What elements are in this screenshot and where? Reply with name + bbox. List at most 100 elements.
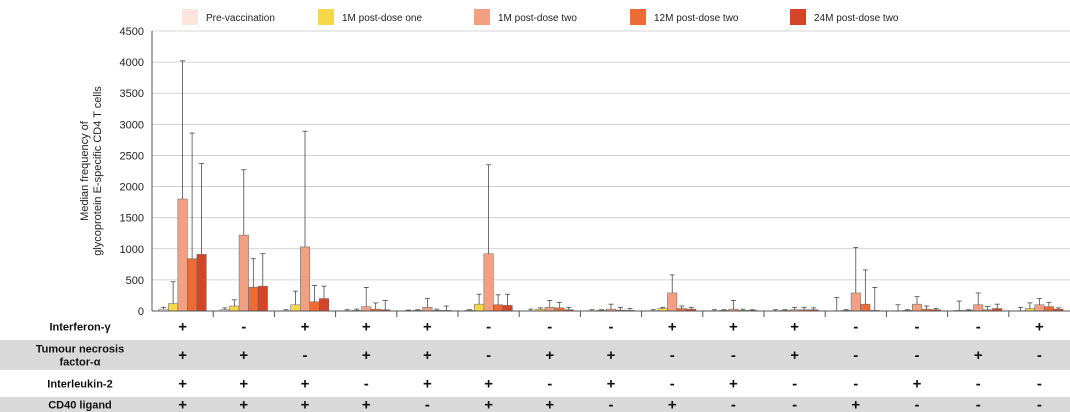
bar	[319, 298, 329, 312]
y-tick-label: 0	[138, 306, 144, 318]
table-cell-symbol: +	[239, 347, 248, 364]
table-row-3: Interleukin-2 + + + - + + - + - + - - + - -	[47, 376, 1042, 393]
table-cell-symbol: -	[915, 347, 920, 364]
y-tick-label: 4500	[120, 26, 144, 38]
legend-label: 1M post-dose two	[498, 13, 577, 24]
bar	[850, 292, 861, 312]
bar-group-9	[648, 274, 697, 312]
bar-group-5	[403, 298, 452, 312]
table-cell-symbol: +	[362, 347, 371, 364]
bar	[309, 301, 320, 312]
bar	[290, 304, 301, 312]
y-tick-label: 500	[126, 275, 144, 287]
table-cell-symbol: +	[423, 319, 432, 336]
bar	[474, 303, 485, 312]
bar	[168, 303, 179, 312]
table-row-label: Interferon-γ	[49, 322, 111, 334]
table-cell-symbol: -	[853, 319, 858, 336]
table-cell-symbol: -	[976, 319, 981, 336]
legend-swatch	[630, 9, 646, 25]
table-cell-symbol: -	[976, 397, 981, 412]
table-cell-symbol: +	[239, 376, 248, 393]
table-cell-symbol: +	[301, 397, 310, 412]
bar	[667, 292, 678, 312]
table-cell-symbol: -	[241, 319, 246, 336]
bar-group-2	[219, 169, 268, 312]
table-cell-symbol: -	[425, 397, 430, 412]
table-cell-symbol: +	[178, 319, 187, 336]
table-cell-symbol: +	[362, 319, 371, 336]
table-cell-symbol: -	[1037, 376, 1042, 393]
y-axis: 0 500 1000 1500 2000 2500 3000 3500 4000 4500	[120, 26, 153, 318]
cytokine-table: Interferon-γ + - + + + - - - + + + - - - + Tumour necros…	[36, 319, 1044, 412]
bar	[860, 303, 871, 312]
bar	[187, 258, 198, 312]
bar	[238, 234, 249, 312]
legend-item: 1M post-dose one	[318, 9, 422, 25]
table-cell-symbol: +	[790, 347, 799, 364]
table-cell-symbol: +	[362, 397, 371, 412]
table-cell-symbol: +	[301, 319, 310, 336]
bar	[493, 304, 504, 312]
legend-item: 24M post-dose two	[790, 9, 899, 25]
bar-group-1	[158, 60, 207, 312]
table-cell-symbol: -	[853, 347, 858, 364]
legend-label: 12M post-dose two	[654, 13, 739, 24]
legend-swatch	[318, 9, 334, 25]
table-row-label: CD40 ligand	[48, 400, 112, 412]
table-cell-symbol: +	[1035, 319, 1044, 336]
table-cell-symbol: -	[303, 347, 308, 364]
bar-group-10	[709, 300, 758, 312]
table-cell-symbol: -	[853, 376, 858, 393]
table-cell-symbol: -	[547, 376, 552, 393]
table-row-band-4	[0, 397, 1070, 412]
table-cell-symbol: -	[731, 397, 736, 412]
bar-group-12	[831, 247, 880, 312]
table-cell-symbol: +	[423, 376, 432, 393]
table-cell-symbol: +	[851, 397, 860, 412]
y-tick-label: 1000	[120, 244, 144, 256]
bar	[483, 253, 494, 312]
table-background	[0, 340, 1070, 412]
table-cell-symbol: +	[545, 397, 554, 412]
table-cell-symbol: -	[364, 376, 369, 393]
table-cell-symbol: +	[607, 347, 616, 364]
table-row-label: factor-α	[60, 357, 101, 369]
table-row-4: CD40 ligand + + + + - + + - + - - + - - -	[48, 397, 1042, 412]
table-cell-symbol: -	[976, 376, 981, 393]
y-tick-label: 1500	[120, 213, 144, 225]
table-cell-symbol: +	[239, 397, 248, 412]
table-cell-symbol: +	[729, 376, 738, 393]
bar	[422, 307, 433, 312]
legend-label: 24M post-dose two	[814, 13, 899, 24]
y-axis-label: Median frequency ofglycoprotein E-specif…	[79, 86, 104, 256]
table-cell-symbol: -	[792, 397, 797, 412]
table-cell-symbol: +	[301, 376, 310, 393]
table-cell-symbol: -	[1037, 397, 1042, 412]
bar	[502, 305, 513, 312]
table-cell-symbol: +	[729, 319, 738, 336]
table-cell-symbol: +	[790, 319, 799, 336]
table-cell-symbol: -	[547, 319, 552, 336]
table-cell-symbol: -	[670, 376, 675, 393]
table-cell-symbol: +	[178, 397, 187, 412]
table-cell-symbol: -	[486, 347, 491, 364]
table-cell-symbol: +	[423, 347, 432, 364]
y-tick-label: 3500	[120, 88, 144, 100]
table-row-label: Interleukin-2	[47, 379, 112, 391]
legend-label: 1M post-dose one	[342, 13, 422, 24]
table-cell-symbol: -	[609, 397, 614, 412]
table-cell-symbol: -	[792, 376, 797, 393]
bar-group-8	[587, 303, 635, 312]
bar-group-15	[1015, 298, 1064, 312]
y-axis-label-line: glycoprotein E-specific CD4 T cells	[92, 86, 104, 256]
table-row-label: Tumour necrosis	[36, 344, 124, 356]
bar	[300, 246, 310, 312]
bar-group-14	[954, 292, 1003, 312]
table-cell-symbol: +	[913, 376, 922, 393]
y-tick-label: 2000	[120, 182, 144, 194]
bar	[248, 287, 259, 312]
table-cell-symbol: -	[609, 319, 614, 336]
bar	[973, 304, 984, 312]
